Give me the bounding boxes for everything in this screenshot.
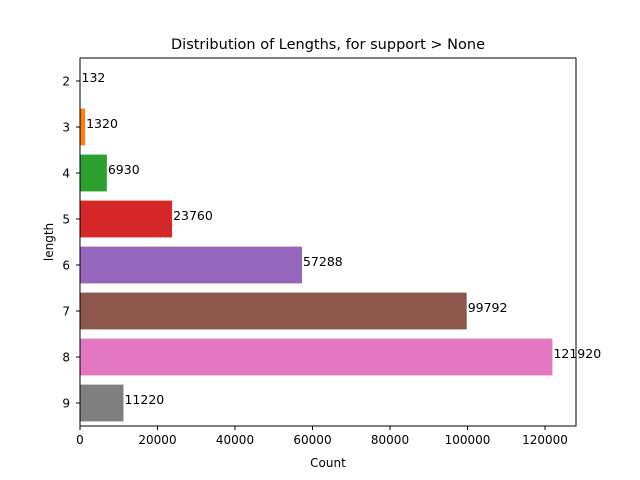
bar-length-6: [80, 246, 302, 284]
data-label: 6930: [108, 162, 140, 177]
y-tick-label: 8: [62, 351, 70, 365]
data-label: 11220: [124, 392, 164, 407]
data-label: 1320: [86, 116, 118, 131]
data-label: 23760: [173, 208, 213, 223]
bar-length-4: [80, 154, 107, 192]
x-tick-label: 120000: [522, 433, 568, 447]
data-labels-group: 132 1320 6930 23760 57288 99792 121920 11220: [82, 70, 602, 407]
data-label: 57288: [303, 254, 343, 269]
y-tick-label: 4: [62, 167, 70, 181]
y-tick-label: 5: [62, 213, 70, 227]
y-tick-label: 9: [62, 397, 70, 411]
data-label: 121920: [553, 346, 601, 361]
x-tick-label: 100000: [445, 433, 491, 447]
bar-length-7: [80, 292, 467, 330]
y-tick-label: 7: [62, 305, 70, 319]
data-label: 99792: [468, 300, 508, 315]
x-tick-label: 0: [76, 433, 84, 447]
bar-length-3: [80, 108, 86, 146]
y-axis-label: length: [42, 223, 56, 261]
y-axis-ticks: 2 3 4 5 6 7 8 9: [62, 75, 80, 411]
plot-frame: [79, 57, 577, 427]
y-tick-label: 3: [62, 121, 70, 135]
x-axis-label: Count: [310, 456, 346, 470]
x-tick-label: 60000: [293, 433, 331, 447]
y-tick-label: 6: [62, 259, 70, 273]
bar-length-9: [80, 384, 124, 422]
y-tick-label: 2: [62, 75, 70, 89]
data-label: 132: [82, 70, 106, 85]
bar-length-5: [80, 200, 173, 238]
bar-length-8: [80, 338, 553, 376]
bars-group: [80, 62, 553, 422]
x-axis-ticks: 0 20000 40000 60000 80000 100000 120000: [76, 426, 568, 447]
x-tick-label: 20000: [138, 433, 176, 447]
x-tick-label: 40000: [216, 433, 254, 447]
chart-title: Distribution of Lengths, for support > N…: [171, 37, 485, 53]
x-tick-label: 80000: [371, 433, 409, 447]
